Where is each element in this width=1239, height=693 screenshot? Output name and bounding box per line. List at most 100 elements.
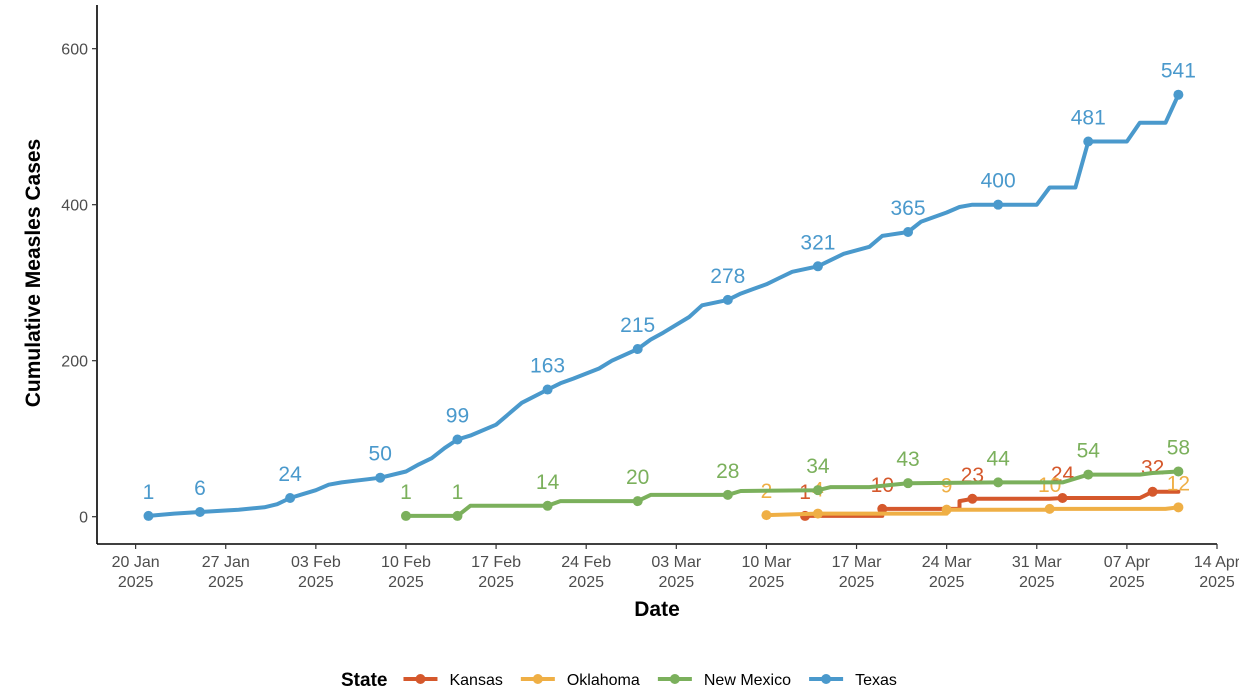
x-tick-year: 2025: [478, 574, 514, 591]
texas-point: [285, 492, 296, 503]
y-tick-label: 400: [61, 198, 88, 215]
texas-data-label: 99: [446, 404, 469, 427]
texas-data-label: 6: [194, 477, 206, 500]
new-mexico-point: [722, 489, 733, 500]
texas-data-label: 1: [143, 481, 155, 504]
plot-area: 1102324322491012111420283443445458162450…: [143, 60, 1196, 521]
new-mexico-data-label: 43: [896, 448, 919, 471]
x-tick-label: 03 Feb: [291, 554, 341, 571]
texas-line: [146, 92, 1181, 518]
y-axis: 0 200 400 600: [61, 5, 98, 544]
legend-title: State: [341, 670, 387, 691]
x-tick-label: 17 Mar: [832, 554, 882, 571]
new-mexico-data-label: 14: [536, 471, 560, 494]
new-mexico-data-label: 1: [400, 481, 412, 504]
texas-data-label: 163: [530, 355, 565, 378]
series-new-mexico: 1 1 14 20 28 34 43 44 54 58: [400, 436, 1190, 521]
x-tick-label: 24 Mar: [922, 554, 972, 571]
x-tick-label: 20 Jan: [112, 554, 160, 571]
texas-point: [375, 472, 386, 483]
texas-point: [632, 343, 643, 354]
texas-point: [1173, 89, 1184, 100]
x-tick-year: 2025: [1019, 574, 1055, 591]
legend-item-texas: Texas: [809, 672, 897, 689]
y-tick-label: 600: [61, 42, 88, 59]
oklahoma-line: [764, 505, 1181, 518]
y-axis-title: Cumulative Measles Cases: [22, 139, 45, 407]
new-mexico-data-label: 28: [716, 460, 739, 483]
x-tick-label: 07 Apr: [1104, 554, 1151, 571]
new-mexico-point: [1173, 466, 1184, 477]
texas-point: [1083, 136, 1094, 147]
kansas-data-label: 1: [799, 481, 811, 504]
x-tick-year: 2025: [118, 574, 154, 591]
kansas-point: [967, 493, 978, 504]
texas-data-label: 215: [620, 314, 655, 337]
new-mexico-data-label: 54: [1077, 440, 1101, 463]
new-mexico-point: [542, 500, 553, 511]
texas-data-label: 481: [1071, 107, 1106, 130]
x-tick-label: 24 Feb: [561, 554, 611, 571]
texas-point: [194, 507, 205, 518]
texas-point: [542, 384, 553, 395]
legend-label: Texas: [855, 672, 897, 689]
x-tick-label: 03 Mar: [651, 554, 701, 571]
legend-item-kansas: Kansas: [403, 672, 503, 689]
legend-label: Oklahoma: [567, 672, 640, 689]
new-mexico-data-label: 1: [452, 481, 464, 504]
new-mexico-data-label: 58: [1167, 436, 1190, 459]
x-tick-year: 2025: [929, 574, 965, 591]
new-mexico-point: [632, 496, 643, 507]
legend-item-new-mexico: New Mexico: [657, 672, 791, 689]
oklahoma-point: [1044, 503, 1055, 514]
kansas-point: [877, 503, 888, 514]
legend-key-point: [821, 674, 832, 684]
texas-data-label: 365: [891, 197, 926, 220]
x-tick-year: 2025: [208, 574, 244, 591]
new-mexico-data-label: 34: [806, 455, 830, 478]
x-tick-label: 10 Mar: [742, 554, 792, 571]
texas-point: [452, 434, 463, 445]
texas-point: [993, 199, 1004, 210]
new-mexico-point: [903, 478, 914, 489]
kansas-data-label: 32: [1141, 457, 1164, 480]
new-mexico-point: [993, 477, 1004, 488]
y-tick-label: 200: [61, 354, 88, 371]
legend-key-point: [532, 674, 543, 684]
kansas-point: [1147, 486, 1158, 497]
x-tick-year: 2025: [839, 574, 875, 591]
series-kansas: 1 10 23 24 32: [799, 457, 1181, 521]
texas-point: [143, 510, 154, 521]
texas-data-label: 24: [278, 463, 302, 486]
x-tick-year: 2025: [1109, 574, 1145, 591]
legend-label: New Mexico: [704, 672, 791, 689]
new-mexico-data-label: 44: [986, 447, 1010, 470]
texas-data-label: 321: [800, 231, 835, 254]
oklahoma-point: [941, 504, 952, 515]
texas-point: [722, 294, 733, 305]
texas-data-label: 50: [369, 443, 392, 466]
oklahoma-data-label: 9: [941, 475, 953, 498]
oklahoma-point: [1173, 502, 1184, 513]
x-tick-year: 2025: [749, 574, 785, 591]
new-mexico-point: [1083, 469, 1094, 480]
texas-data-label: 541: [1161, 60, 1196, 83]
oklahoma-data-label: 12: [1167, 472, 1190, 495]
x-axis-title: Date: [634, 598, 680, 621]
texas-data-label: 400: [981, 170, 1016, 193]
new-mexico-data-label: 20: [626, 466, 649, 489]
x-tick-year: 2025: [659, 574, 695, 591]
x-tick-label: 17 Feb: [471, 554, 521, 571]
new-mexico-point: [400, 510, 411, 521]
oklahoma-data-label: 10: [1038, 474, 1061, 497]
new-mexico-point: [452, 510, 463, 521]
x-axis: 20 Jan 2025 27 Jan 2025 03 Feb 2025 10 Feb 2025…: [97, 543, 1239, 591]
y-tick-label: 0: [79, 510, 88, 527]
legend-label: Kansas: [449, 672, 502, 689]
x-tick-year: 2025: [388, 574, 424, 591]
texas-point: [903, 226, 914, 237]
texas-point: [812, 261, 823, 272]
x-tick-label: 10 Feb: [381, 554, 431, 571]
